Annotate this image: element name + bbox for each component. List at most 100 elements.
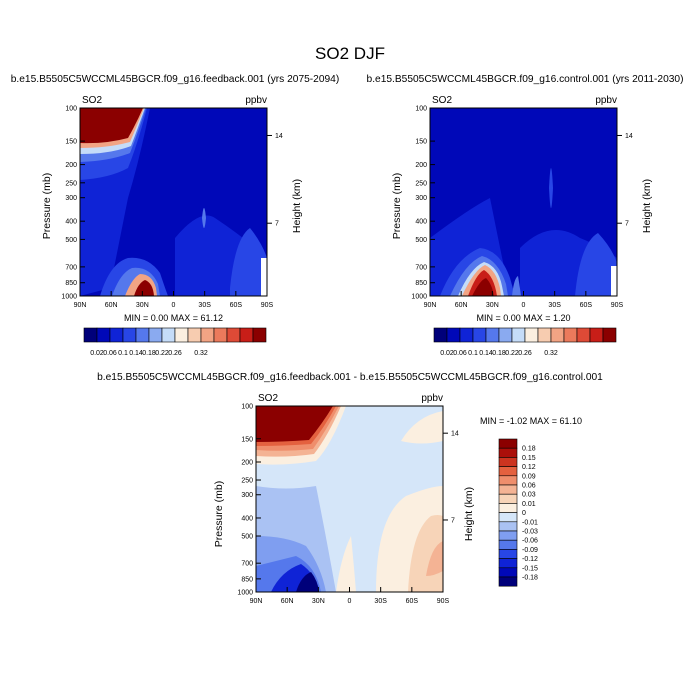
colorbar-box	[498, 539, 518, 550]
colorbar-box	[433, 327, 448, 343]
panel-3-y-ticks: 100 150 200 250 300 400 500 700 850 1000	[237, 404, 261, 597]
colorbar-box	[550, 327, 565, 343]
colorbar-box	[498, 567, 518, 578]
y-tick-label: 150	[65, 139, 77, 146]
y-tick-label: 200	[415, 162, 427, 169]
colorbar-box	[498, 493, 518, 504]
y-tick-label: 850	[65, 280, 77, 287]
colorbar-box	[472, 327, 487, 343]
colorbar-tick-label: 0.22	[155, 350, 169, 357]
y-tick-label: 100	[65, 106, 77, 113]
y-tick-label: 150	[241, 436, 253, 443]
y-tick-label: 850	[415, 280, 427, 287]
panel-1-right-label: ppbv	[245, 95, 267, 106]
right-tick-label: 7	[451, 517, 455, 524]
colorbar-box	[459, 327, 474, 343]
colorbar-box	[252, 327, 267, 343]
panel-2-title: b.e15.B5505C5WCCML45BGCR.f09_g16.control…	[366, 74, 684, 85]
y-tick-label: 700	[65, 264, 77, 271]
right-tick-label: 7	[275, 221, 279, 228]
colorbar-tick-label: 0.14	[129, 350, 143, 357]
panel-3-ylabel-right: Height (km)	[463, 486, 475, 542]
colorbar-box	[498, 457, 518, 467]
colorbar-box	[200, 327, 215, 343]
panel-1-colorbar: 0.02 0.06 0.1 0.14 0.18 0.22 0.26 0.32	[83, 327, 267, 357]
colorbar-tick-label: 0.14	[479, 350, 493, 357]
x-tick-label: 90N	[250, 598, 263, 605]
panel-2-contours	[430, 108, 617, 296]
colorbar-box	[161, 327, 176, 343]
x-tick-label: 60S	[230, 302, 243, 309]
colorbar-tick-label: -0.09	[522, 547, 538, 554]
colorbar-box	[576, 327, 591, 343]
right-tick-label: 14	[451, 431, 459, 438]
colorbar-box	[498, 466, 518, 477]
colorbar-box	[122, 327, 137, 343]
figure-title: SO2 DJF	[315, 44, 385, 63]
panel-1-ylabel: Pressure (mb)	[41, 172, 53, 240]
colorbar-tick-label: 0.09	[522, 473, 536, 480]
panel-2-chart: SO2 ppbv 100 150 200 250 300 400 500 700 850 1000…	[411, 95, 633, 309]
colorbar-box	[226, 327, 241, 343]
panel-2-colorbar-boxes	[433, 327, 617, 343]
colorbar-tick-label: 0.03	[522, 492, 536, 499]
x-tick-label: 30N	[486, 302, 499, 309]
colorbar-tick-label: -0.06	[522, 538, 538, 545]
y-tick-label: 500	[415, 237, 427, 244]
y-tick-label: 500	[241, 534, 253, 541]
y-tick-label: 100	[241, 404, 253, 411]
colorbar-box	[498, 512, 518, 523]
colorbar-box	[511, 327, 526, 343]
panel-2-right-ticks: 14 7	[617, 133, 633, 228]
panel-2-left-label: SO2	[432, 95, 452, 106]
y-tick-label: 1000	[411, 294, 427, 301]
colorbar-box	[498, 558, 518, 569]
y-tick-label: 400	[241, 515, 253, 522]
right-tick-label: 14	[625, 133, 633, 140]
panel-2-colorbar: 0.02 0.06 0.1 0.14 0.18 0.22 0.26 0.32	[433, 327, 617, 357]
panel-3-colorbar-boxes	[498, 438, 518, 587]
panel-1-left-label: SO2	[82, 95, 102, 106]
colorbar-box	[589, 327, 604, 343]
colorbar-tick-label: 0.15	[522, 455, 536, 462]
y-tick-label: 700	[415, 264, 427, 271]
panel-3-ylabel: Pressure (mb)	[213, 480, 225, 548]
x-tick-label: 60N	[105, 302, 118, 309]
colorbar-tick-label: 0.32	[194, 350, 208, 357]
colorbar-box	[602, 327, 617, 343]
colorbar-box	[446, 327, 461, 343]
y-tick-label: 300	[65, 195, 77, 202]
panel-3-contours	[256, 406, 443, 592]
y-tick-label: 500	[65, 237, 77, 244]
colorbar-tick-label: 0.26	[518, 350, 532, 357]
colorbar-tick-label: 0	[522, 510, 526, 517]
panel-2-x-ticks: 90N 60N 30N 0 30S 60S 90S	[424, 291, 624, 309]
colorbar-tick-label: 0.1	[468, 350, 478, 357]
y-tick-label: 100	[415, 106, 427, 113]
colorbar-tick-label: 0.1	[118, 350, 128, 357]
y-tick-label: 150	[415, 139, 427, 146]
y-tick-label: 250	[415, 180, 427, 187]
x-tick-label: 0	[522, 302, 526, 309]
panel-3-left-label: SO2	[258, 393, 278, 404]
colorbar-tick-label: -0.03	[522, 529, 538, 536]
colorbar-tick-label: 0.02	[440, 350, 454, 357]
panel-1-right-ticks: 14 7	[267, 133, 283, 228]
colorbar-box	[83, 327, 98, 343]
colorbar-tick-label: -0.15	[522, 565, 538, 572]
colorbar-box	[135, 327, 150, 343]
panel-2-y-ticks: 100 150 200 250 300 400 500 700 850 1000	[411, 106, 435, 301]
x-tick-label: 30S	[198, 302, 211, 309]
colorbar-tick-label: 0.26	[168, 350, 182, 357]
x-tick-label: 90S	[611, 302, 624, 309]
colorbar-box	[148, 327, 163, 343]
colorbar-box	[498, 503, 518, 513]
x-tick-label: 90S	[261, 302, 274, 309]
panel-3-minmax: MIN = -1.02 MAX = 61.10	[480, 416, 583, 426]
colorbar-box	[537, 327, 552, 343]
panel-3-right-label: ppbv	[421, 393, 443, 404]
panel-2-colorbar-ticks: 0.02 0.06 0.1 0.14 0.18 0.22 0.26 0.32	[440, 350, 558, 357]
colorbar-box	[498, 438, 518, 449]
right-tick-label: 14	[275, 133, 283, 140]
y-tick-label: 250	[65, 180, 77, 187]
